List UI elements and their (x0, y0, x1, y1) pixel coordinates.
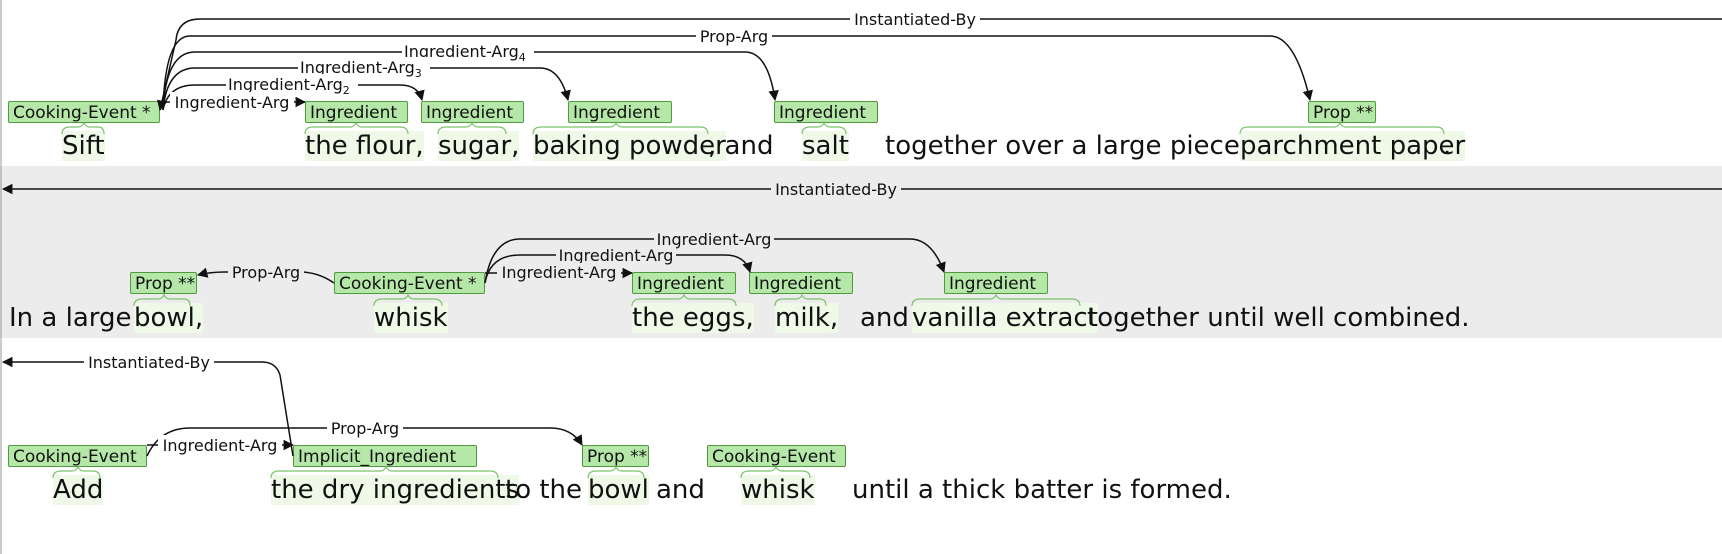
token-whisk-2: whisk (741, 475, 815, 505)
token-whisk: whisk (374, 303, 448, 333)
label-implicit-ingredient[interactable]: Implicit_Ingredient (293, 445, 477, 467)
arc-prop-arg-bowl[interactable]: Prop-Arg (196, 263, 335, 284)
label-prop-bowl[interactable]: Prop ** (130, 272, 197, 294)
label-ingredient-vanilla[interactable]: Ingredient (944, 272, 1048, 294)
label-ingredient-flour[interactable]: Ingredient (305, 101, 408, 123)
token-in-a-large: In a large (9, 303, 132, 333)
arc-instantiated-by-2[interactable]: Instantiated-By (1, 179, 1722, 199)
label-prop-parchment[interactable]: Prop ** (1308, 101, 1376, 123)
relation-label-instantiated-by-3: Instantiated-By (88, 353, 210, 372)
token-period: . (1443, 131, 1452, 161)
label-ingredient-eggs[interactable]: Ingredient (632, 272, 736, 294)
token-together-over: together over a large piece of (885, 131, 1274, 161)
token-vanilla-extract: vanilla extract (912, 303, 1098, 333)
arc-ingredient-arg-1[interactable]: Ingredient-Arg (160, 92, 307, 112)
label-ingredient-salt[interactable]: Ingredient (774, 101, 878, 123)
token-milk: milk, (775, 303, 839, 333)
token-and: , and (708, 131, 774, 161)
token-add: Add (53, 475, 104, 505)
arc-ingredient-arg-3[interactable]: Ingredient-Arg3 (162, 57, 571, 111)
label-cooking-event-whisk-2[interactable]: Cooking-Event (707, 445, 846, 467)
label-cooking-event-whisk[interactable]: Cooking-Event * (334, 272, 485, 294)
arc-ingredient-arg-milk[interactable]: Ingredient-Arg (484, 245, 753, 284)
token-salt: salt (802, 131, 849, 161)
token-baking-powder: baking powder (533, 131, 726, 161)
token-braces-sentence-3 (52, 465, 811, 479)
token-together-until: together until well combined. (1087, 303, 1470, 333)
token-the-flour: the flour, (305, 131, 424, 161)
token-braces-sentence-1 (61, 121, 1445, 135)
relation-label-instantiated-by-1: Instantiated-By (854, 10, 976, 29)
token-and-3: and (656, 475, 705, 505)
label-ingredient-sugar[interactable]: Ingredient (421, 101, 524, 123)
arc-instantiated-by-1[interactable]: Instantiated-By (156, 9, 1722, 112)
relation-label-ingredient-arg-2: Ingredient-Arg2 (228, 75, 350, 97)
label-ingredient-milk[interactable]: Ingredient (749, 272, 853, 294)
token-sugar: sugar, (438, 131, 520, 161)
relation-label-prop-arg-1: Prop-Arg (700, 27, 768, 46)
token-to-the: to the (505, 475, 583, 505)
relation-label-ingredient-arg-dry: Ingredient-Arg (163, 436, 278, 455)
relation-label-ingredient-arg-1: Ingredient-Arg (175, 93, 290, 112)
arc-ingredient-arg-dry[interactable]: Ingredient-Arg (147, 435, 295, 455)
arc-ingredient-arg-4[interactable]: Ingredient-Arg4 (162, 40, 779, 111)
token-bowl: bowl, (134, 303, 204, 333)
relation-label-ingredient-arg-milk: Ingredient-Arg (559, 246, 674, 265)
label-cooking-event-add[interactable]: Cooking-Event (8, 445, 147, 467)
arc-ingredient-arg-2[interactable]: Ingredient-Arg2 (162, 74, 425, 111)
token-until-batter: until a thick batter is formed. (852, 475, 1232, 505)
token-bowl-2: bowl (588, 475, 649, 505)
token-braces-sentence-2 (133, 293, 1081, 307)
token-parchment-paper: parchment paper (1240, 131, 1466, 161)
relation-label-ingredient-arg-eggs: Ingredient-Arg (502, 263, 617, 282)
token-sift: Sift (62, 131, 105, 161)
relation-label-prop-arg-bowl-2: Prop-Arg (331, 419, 399, 438)
arc-ingredient-arg-eggs[interactable]: Ingredient-Arg (485, 263, 634, 283)
arc-prop-arg-bowl-2[interactable]: Prop-Arg (146, 418, 583, 457)
label-prop-bowl-2[interactable]: Prop ** (582, 445, 649, 467)
label-ingredient-baking-powder[interactable]: Ingredient (568, 101, 672, 123)
token-and-2: and (860, 303, 909, 333)
relation-label-ingredient-arg-4: Ingredient-Arg4 (404, 42, 526, 64)
token-dry-ingredients: the dry ingredients (271, 475, 520, 505)
relation-label-instantiated-by-2: Instantiated-By (775, 180, 897, 199)
arc-prop-arg-1[interactable]: Prop-Arg (162, 26, 1313, 111)
arc-ingredient-arg-vanilla[interactable]: Ingredient-Arg (484, 229, 946, 284)
relation-label-ingredient-arg-vanilla: Ingredient-Arg (657, 230, 772, 249)
token-the-eggs: the eggs, (632, 303, 754, 333)
relation-label-ingredient-arg-3: Ingredient-Arg3 (300, 58, 422, 80)
arc-instantiated-by-3[interactable]: Instantiated-By (1, 352, 294, 457)
relation-label-prop-arg-bowl: Prop-Arg (232, 263, 300, 282)
